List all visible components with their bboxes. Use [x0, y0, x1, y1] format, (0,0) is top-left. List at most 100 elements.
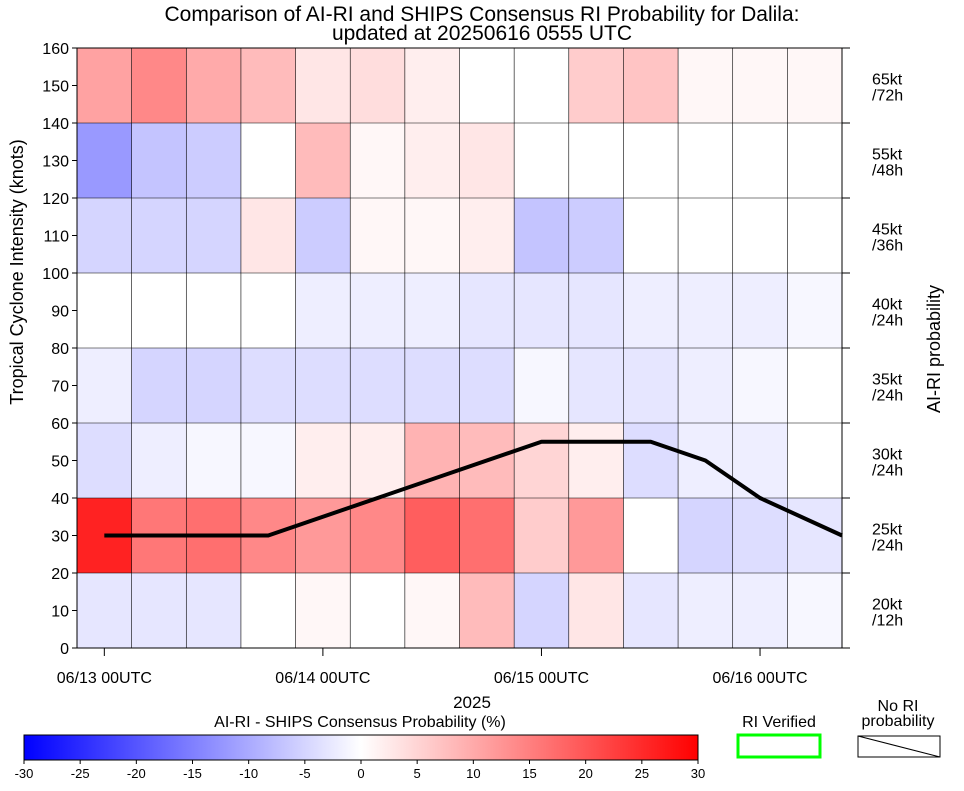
- heatmap-cell: [623, 573, 679, 648]
- y-tick-label: 70: [51, 379, 69, 396]
- colorbar-tick-label: 15: [522, 766, 536, 781]
- heatmap-cell: [514, 498, 569, 573]
- y-tick-label: 60: [51, 416, 69, 433]
- heatmap-cell: [623, 273, 679, 348]
- heatmap-cell: [623, 423, 679, 498]
- heatmap-cell: [732, 348, 788, 423]
- heatmap-cell: [295, 423, 351, 498]
- heatmap-cell: [186, 273, 241, 348]
- heatmap-cell: [404, 198, 460, 273]
- heatmap-cell: [678, 123, 733, 198]
- heatmap-cell: [459, 573, 515, 648]
- heatmap-cell: [732, 123, 788, 198]
- heatmap-cell: [131, 123, 187, 198]
- heatmap-cell: [568, 573, 624, 648]
- threshold-label: 25kt/24h: [872, 522, 903, 555]
- heatmap-cell: [787, 348, 842, 423]
- threshold-label: 45kt/36h: [872, 222, 903, 255]
- y-tick-label: 130: [42, 154, 69, 171]
- heatmap-cell: [404, 498, 460, 573]
- heatmap-cell: [295, 198, 351, 273]
- heatmap-cell: [404, 273, 460, 348]
- heatmap-cell: [77, 348, 132, 423]
- y-tick-label: 140: [42, 116, 69, 133]
- y-tick-label: 40: [51, 491, 69, 508]
- heatmap-cell: [350, 48, 405, 123]
- ri-verified-label: RI Verified: [742, 714, 816, 731]
- heatmap-cell: [787, 198, 842, 273]
- heatmap-cell: [77, 48, 132, 123]
- colorbar-tick-label: -30: [15, 766, 34, 781]
- heatmap-cell: [568, 123, 624, 198]
- heatmap-cell: [350, 573, 405, 648]
- heatmap-cell: [678, 573, 733, 648]
- heatmap-cell: [514, 123, 569, 198]
- heatmap-cell: [623, 498, 679, 573]
- heatmap-cell: [295, 273, 351, 348]
- y-tick-label: 110: [43, 229, 69, 246]
- heatmap-cell: [568, 48, 624, 123]
- heatmap-cell: [787, 273, 842, 348]
- heatmap-cell: [459, 48, 515, 123]
- heatmap-cell: [678, 198, 733, 273]
- x-tick-label: 06/15 00UTC: [494, 670, 589, 687]
- heatmap-cell: [131, 573, 187, 648]
- heatmap-cell: [459, 348, 515, 423]
- colorbar-tick-label: 25: [635, 766, 649, 781]
- heatmap-cell: [404, 348, 460, 423]
- colorbar-tick-label: -5: [299, 766, 311, 781]
- heatmap-cell: [186, 573, 241, 648]
- heatmap-cell: [514, 348, 569, 423]
- heatmap-cell: [350, 498, 405, 573]
- colorbar-tick-label: -10: [239, 766, 258, 781]
- colorbar-label: AI-RI - SHIPS Consensus Probability (%): [214, 714, 506, 731]
- heatmap-cell: [514, 273, 569, 348]
- heatmap-cell: [77, 198, 132, 273]
- colorbar-tick-label: -20: [127, 766, 146, 781]
- threshold-label: 35kt/24h: [872, 372, 903, 405]
- chart-subtitle: updated at 20250616 0555 UTC: [332, 22, 632, 45]
- heatmap-cell: [404, 123, 460, 198]
- x-axis-year: 2025: [453, 693, 491, 712]
- heatmap-cell: [568, 423, 624, 498]
- heatmap-cell: [568, 273, 624, 348]
- heatmap-cells: [77, 48, 842, 648]
- heatmap-cell: [131, 198, 187, 273]
- heatmap-cell: [732, 198, 788, 273]
- heatmap-cell: [787, 423, 842, 498]
- heatmap-cell: [623, 123, 679, 198]
- axes: 0 10 20 30 40 50 60 70 80 90 100 110 120 130 140 150 160…: [42, 41, 903, 687]
- y-tick-label: 160: [42, 41, 69, 58]
- heatmap-cell: [240, 273, 296, 348]
- heatmap-cell: [568, 198, 624, 273]
- heatmap-cell: [240, 348, 296, 423]
- colorbar-tick-label: 0: [357, 766, 364, 781]
- heatmap-cell: [240, 48, 296, 123]
- heatmap-cell: [623, 198, 679, 273]
- heatmap-cell: [678, 48, 733, 123]
- heatmap-cell: [678, 498, 733, 573]
- x-tick-label: 06/13 00UTC: [57, 670, 152, 687]
- heatmap-cell: [787, 498, 842, 573]
- threshold-label: 40kt/24h: [872, 297, 903, 330]
- colorbar-bar: [23, 734, 699, 761]
- heatmap-cell: [186, 123, 241, 198]
- heatmap-cell: [77, 273, 132, 348]
- x-tick-label: 06/16 00UTC: [712, 670, 807, 687]
- heatmap-cell: [186, 198, 241, 273]
- heatmap-cell: [404, 573, 460, 648]
- heatmap-cell: [568, 498, 624, 573]
- heatmap-cell: [623, 348, 679, 423]
- threshold-label: 55kt/48h: [872, 147, 903, 180]
- right-axis-label: AI-RI probability: [924, 285, 944, 413]
- heatmap-cell: [77, 573, 132, 648]
- heatmap-cell: [295, 573, 351, 648]
- heatmap-cell: [514, 573, 569, 648]
- threshold-label: 20kt/12h: [872, 597, 903, 630]
- heatmap-cell: [514, 198, 569, 273]
- heatmap-cell: [787, 573, 842, 648]
- colorbar: -30 -25 -20 -15 -10 -5 0 5 10 15 20 25 30: [15, 734, 705, 781]
- heatmap-cell: [350, 273, 405, 348]
- heatmap-cell: [568, 348, 624, 423]
- heatmap-cell: [295, 48, 351, 123]
